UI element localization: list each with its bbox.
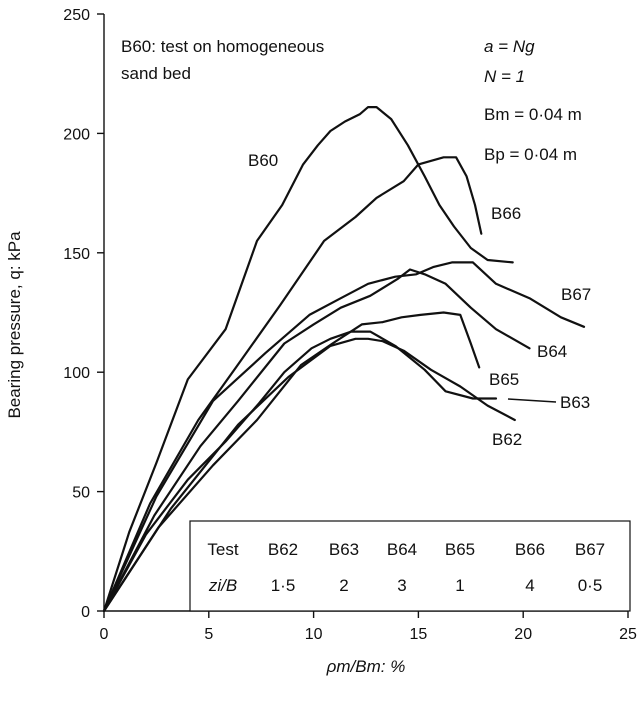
test-table: Test B62 B63 B64 B65 B66 B67 zi/B 1·5 2 3 1 4 0·5	[189, 520, 631, 612]
series-labels: B60 B66 B67 B64 B65 B63 B62	[248, 151, 591, 449]
table-cell-test-id: B67	[575, 540, 605, 559]
param-bp: Bp = 0·04 m	[484, 145, 577, 164]
table-cell-zi-b: 1	[455, 576, 464, 595]
table-header-zi-b: zi/B	[208, 576, 237, 595]
test-table-border	[189, 520, 631, 612]
annotation-title-line2: sand bed	[121, 64, 191, 83]
y-tick-label: 150	[63, 246, 90, 263]
table-cell-test-id: B63	[329, 540, 359, 559]
x-tick-label: 5	[204, 626, 213, 643]
x-tick-label: 15	[410, 626, 428, 643]
y-tick-label: 0	[81, 604, 90, 621]
b63-leader-line	[507, 398, 557, 403]
table-header-test: Test	[207, 540, 238, 559]
series-label-b65: B65	[489, 370, 519, 389]
annotation-title-line1: B60: test on homogeneous	[121, 37, 324, 56]
annotations: B60: test on homogeneous sand bed a = Ng…	[121, 37, 582, 164]
x-tick-label: 10	[305, 626, 323, 643]
series-label-b60: B60	[248, 151, 278, 170]
table-cell-zi-b: 3	[397, 576, 406, 595]
x-tick-label: 25	[619, 626, 637, 643]
test-table-cells: Test B62 B63 B64 B65 B66 B67 zi/B 1·5 2 3 1 4 0·5	[207, 540, 605, 595]
table-cell-zi-b: 4	[525, 576, 534, 595]
x-axis-label: ρm/Bm: %	[326, 657, 406, 676]
series-line-b67	[102, 261, 586, 613]
series-group	[102, 105, 586, 613]
series-label-b62: B62	[492, 430, 522, 449]
y-tick-label: 50	[72, 485, 90, 502]
table-cell-zi-b: 0·5	[578, 576, 603, 595]
x-tick-label: 0	[100, 626, 109, 643]
table-cell-test-id: B65	[445, 540, 475, 559]
x-tick-label: 20	[514, 626, 532, 643]
table-cell-test-id: B64	[387, 540, 417, 559]
series-line-b62	[102, 337, 516, 613]
series-label-b63: B63	[560, 393, 590, 412]
series-label-b64: B64	[537, 342, 567, 361]
y-tick-label: 200	[63, 126, 90, 143]
series-label-b66: B66	[491, 204, 521, 223]
param-acceleration: a = Ng	[484, 37, 535, 56]
y-axis-label: Bearing pressure, q: kPa	[5, 231, 24, 419]
series-label-b67: B67	[561, 285, 591, 304]
table-cell-test-id: B62	[268, 540, 298, 559]
table-cell-test-id: B66	[515, 540, 545, 559]
series-line-b60	[102, 105, 514, 613]
series-line-b64	[102, 268, 531, 613]
y-tick-label: 250	[63, 7, 90, 24]
param-bm: Bm = 0·04 m	[484, 105, 582, 124]
param-n: N = 1	[484, 67, 525, 86]
series-line-b63	[102, 330, 498, 613]
y-tick-label: 100	[63, 365, 90, 382]
table-cell-zi-b: 2	[339, 576, 348, 595]
series-line-b65	[102, 311, 481, 613]
table-cell-zi-b: 1·5	[271, 576, 296, 595]
